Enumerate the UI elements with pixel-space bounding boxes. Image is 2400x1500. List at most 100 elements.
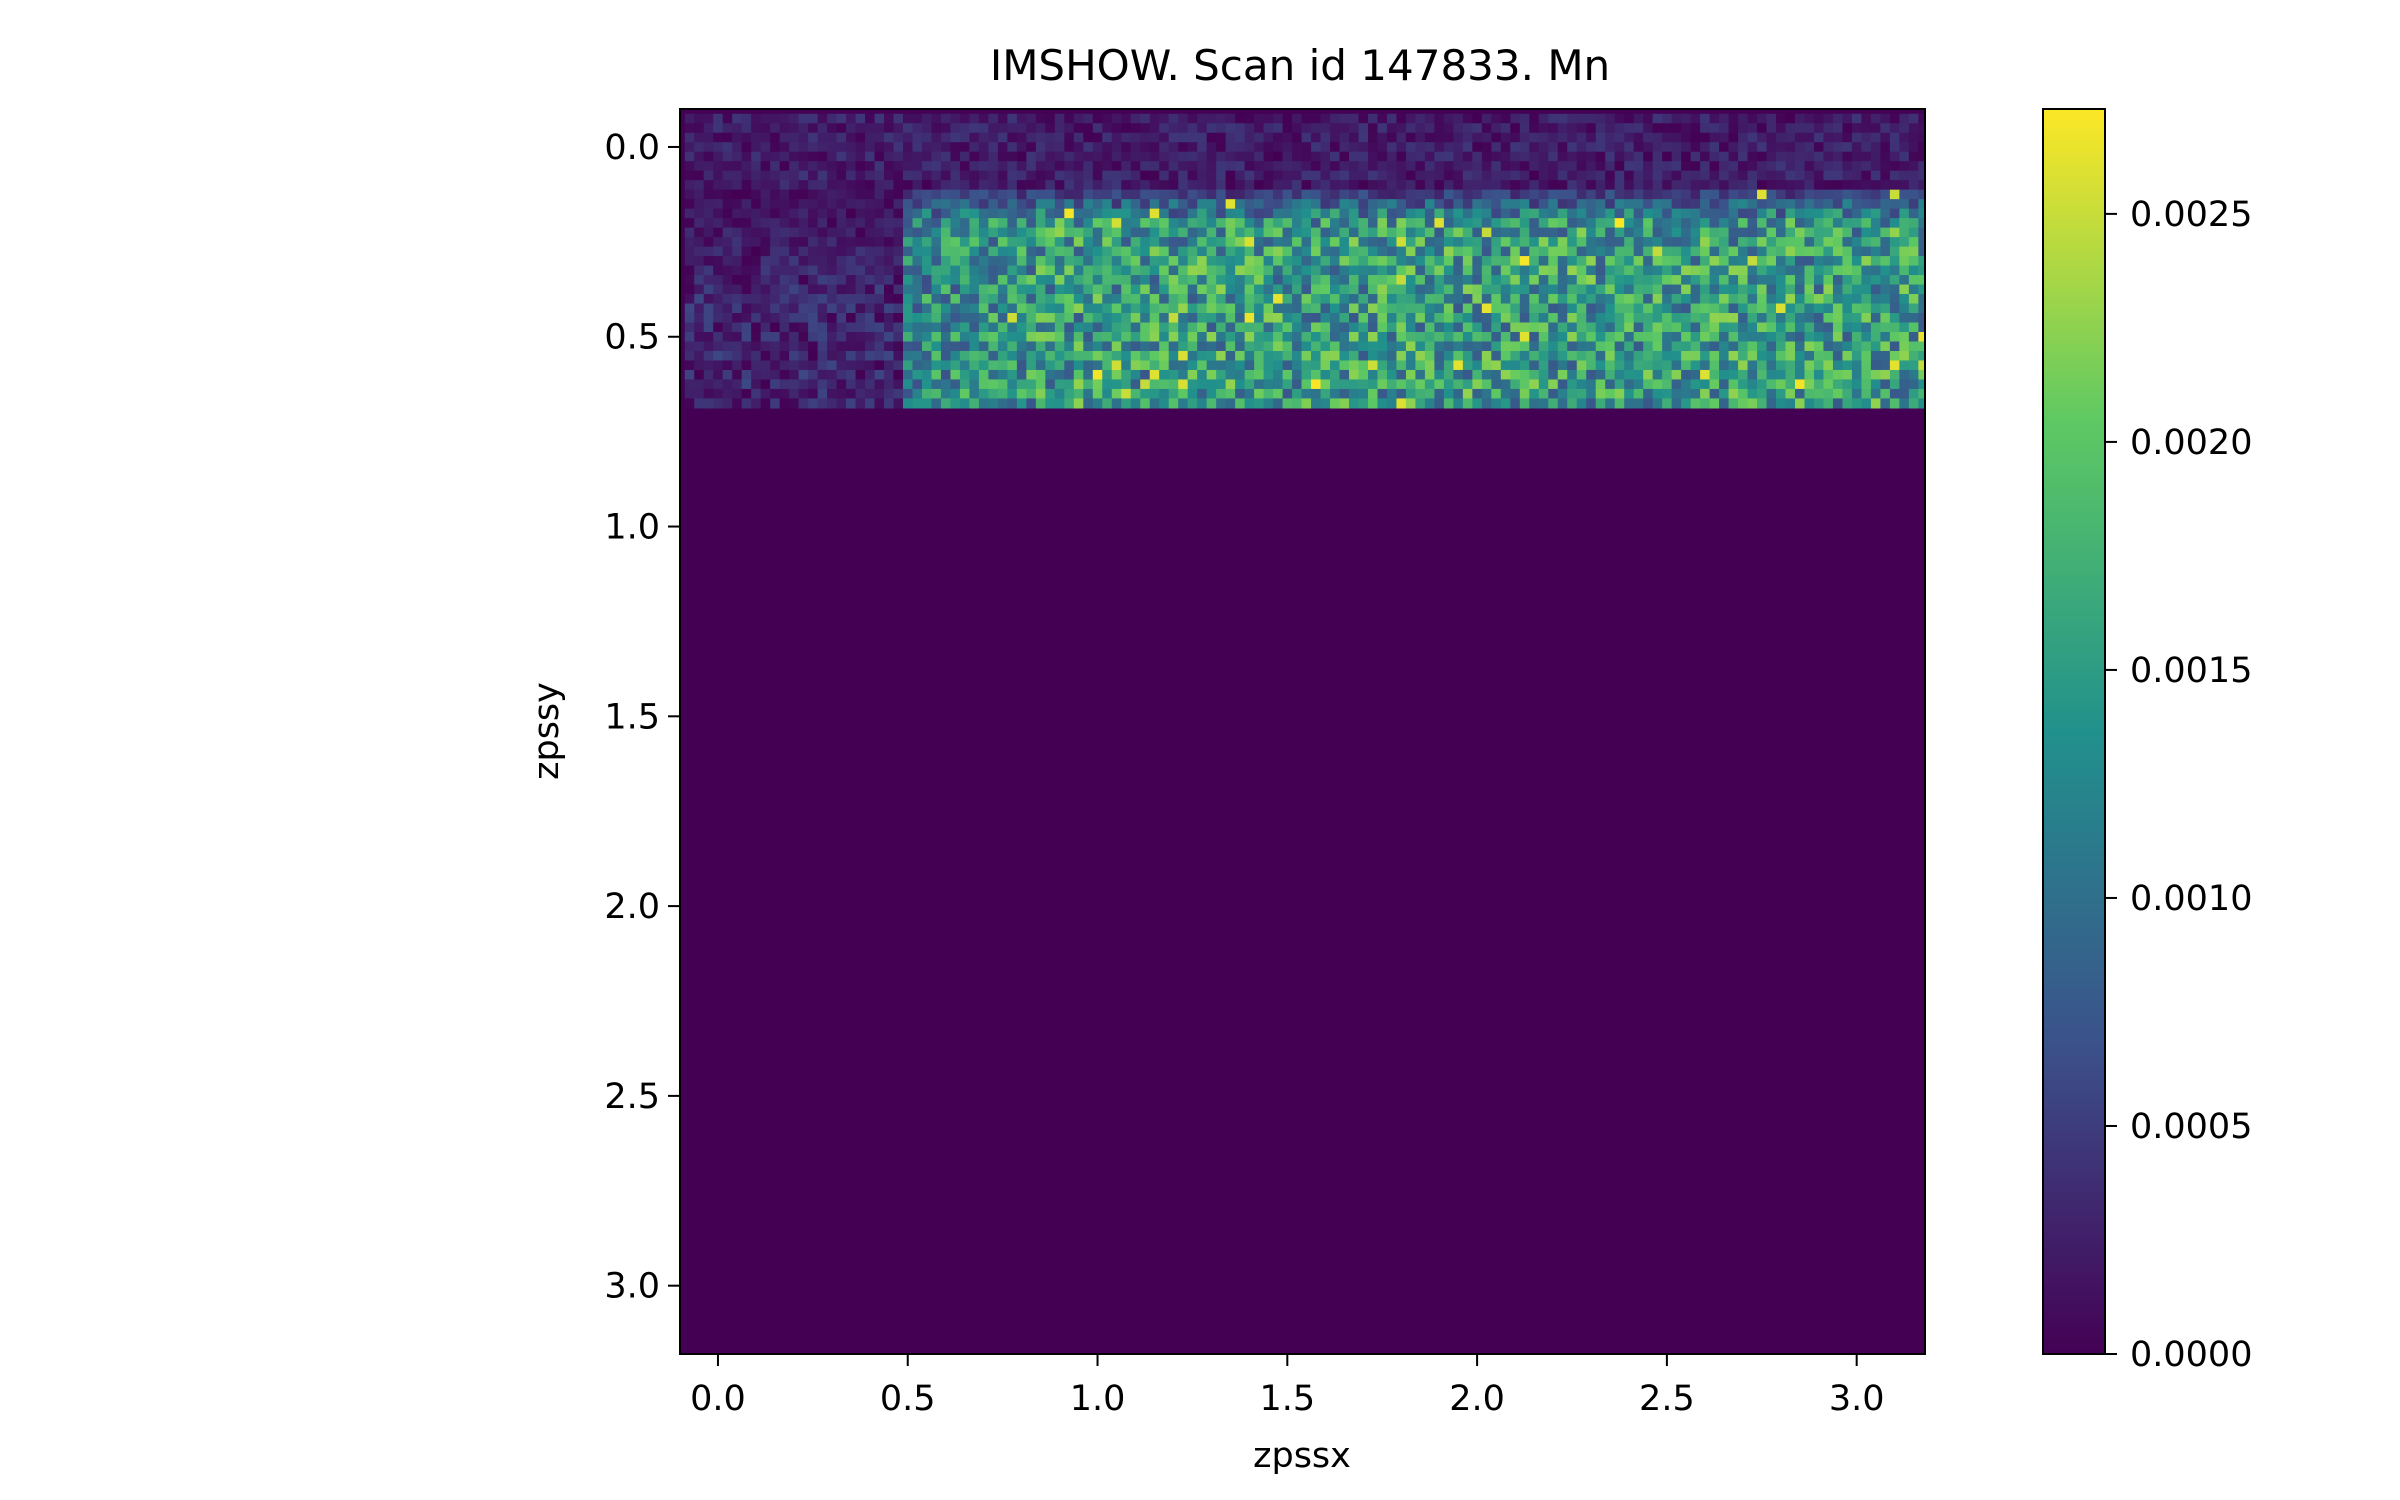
heatmap-cell [1851,218,1863,229]
heatmap-cell [1092,369,1103,381]
heatmap-cell [722,398,733,409]
heatmap-cell [1481,322,1492,333]
heatmap-cell [751,369,762,381]
heatmap-cell [1870,322,1881,333]
heatmap-cell [931,398,942,409]
heatmap-cell [1785,294,1796,305]
heatmap-cell [1870,275,1881,286]
heatmap-cell [1130,369,1141,381]
heatmap-cell [988,123,999,134]
heatmap-cell [950,142,961,153]
heatmap-cell [1187,227,1198,238]
heatmap-cell [969,161,980,172]
heatmap-cell [1178,265,1189,276]
heatmap-cell [1567,161,1578,172]
heatmap-cell [1690,294,1701,305]
heatmap-cell [1519,170,1530,181]
heatmap-cell [1823,265,1834,276]
heatmap-cell [1595,227,1606,238]
heatmap-cell [1206,208,1217,219]
heatmap-cell [732,132,743,143]
heatmap-cell [1889,123,1900,134]
heatmap-cell [855,161,866,172]
heatmap-cell [1491,151,1502,162]
heatmap-cell [884,265,895,276]
heatmap-cell [1510,161,1521,172]
heatmap-cell [1624,284,1635,295]
heatmap-cell [827,151,838,162]
heatmap-cell [1244,151,1255,162]
heatmap-cell [1738,151,1749,162]
heatmap-cell [1747,132,1758,143]
heatmap-cell [1026,388,1037,400]
heatmap-cell [1889,113,1900,124]
heatmap-cell [1624,161,1635,172]
heatmap-cell [1757,322,1768,333]
heatmap-cell [1178,151,1189,162]
heatmap-cell [1861,341,1872,352]
heatmap-cell [760,379,771,390]
heatmap-cell [1595,265,1606,276]
heatmap-cell [978,350,989,362]
heatmap-cell [1111,113,1122,124]
heatmap-cell [1519,151,1530,162]
heatmap-cell [1605,294,1616,305]
heatmap-cell [1908,218,1919,229]
heatmap-cell [912,132,923,143]
heatmap-cell [1026,227,1037,238]
heatmap-cell [1472,161,1483,172]
heatmap-cell [1605,322,1616,333]
heatmap-cell [903,322,914,333]
heatmap-cell [1216,227,1227,238]
heatmap-cell [969,360,980,371]
heatmap-cell [1349,388,1360,400]
heatmap-cell [1813,123,1825,134]
heatmap-cell [1292,360,1303,371]
heatmap-cell [874,398,885,409]
heatmap-cell [703,256,714,267]
heatmap-cell [694,341,705,352]
heatmap-cell [1121,142,1132,153]
heatmap-cell [1159,379,1170,390]
heatmap-cell [1453,199,1464,210]
heatmap-cell [1244,246,1255,257]
heatmap-cell [1358,379,1369,390]
heatmap-cell [1633,294,1644,305]
heatmap-cell [931,341,942,352]
heatmap-cell [884,189,895,200]
heatmap-cell [1007,294,1018,305]
heatmap-cell [865,379,876,390]
heatmap-cell [1747,218,1758,229]
heatmap-cell [1813,350,1825,362]
heatmap-cell [798,284,809,295]
heatmap-cell [1614,161,1625,172]
heatmap-cell [1643,123,1654,134]
heatmap-cell [1918,332,1926,343]
heatmap-cell [1206,161,1217,172]
heatmap-cell [694,294,705,305]
heatmap-cell [1842,360,1853,371]
heatmap-cell [988,332,999,343]
heatmap-cell [1908,360,1919,371]
heatmap-cell [1225,284,1236,295]
heatmap-cell [1662,294,1673,305]
heatmap-cell [1500,369,1511,381]
heatmap-cell [1235,246,1246,257]
heatmap-cell [1273,303,1284,314]
heatmap-cell [884,388,895,400]
x-axis-label: zpssx [1253,1436,1351,1476]
heatmap-cell [950,360,961,371]
heatmap-cell [1386,294,1398,305]
heatmap-cell [1301,369,1312,381]
heatmap-cell [684,265,695,276]
heatmap-cell [1823,123,1834,134]
heatmap-cell [1197,284,1208,295]
heatmap-cell [722,142,733,153]
heatmap-cell [1367,189,1379,200]
heatmap-cell [1121,341,1132,352]
heatmap-cell [1187,369,1198,381]
heatmap-cell [1643,218,1654,229]
heatmap-cell [1339,151,1350,162]
heatmap-cell [1330,294,1341,305]
heatmap-cell [874,142,885,153]
